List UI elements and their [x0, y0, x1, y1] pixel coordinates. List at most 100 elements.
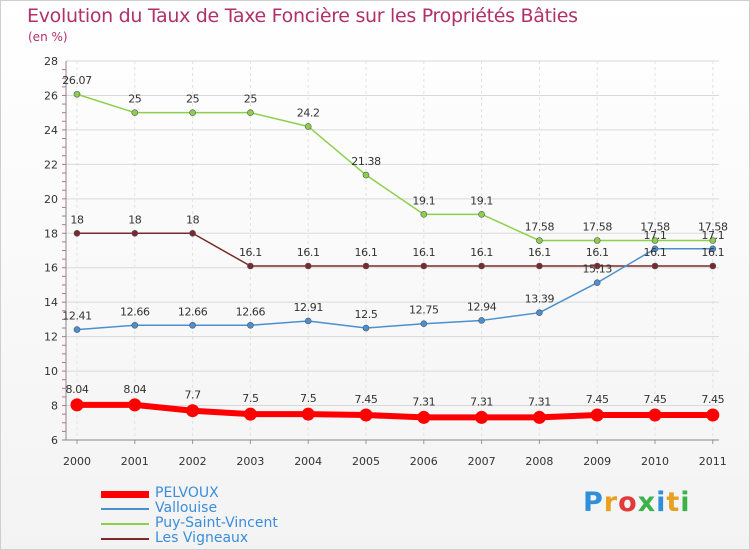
y-tick-label: 24 — [44, 124, 58, 137]
data-label-puy-saint-vincent: 17.58 — [640, 221, 670, 234]
x-tick-label: 2001 — [121, 455, 149, 468]
data-label-les-vigneaux: 16.1 — [586, 246, 609, 259]
data-point-pelvoux — [706, 408, 720, 422]
data-point-puy-saint-vincent — [420, 211, 428, 218]
data-point-puy-saint-vincent — [593, 237, 601, 244]
data-point-pelvoux — [186, 404, 200, 418]
series-line-pelvoux — [74, 401, 716, 421]
data-point-vallouise — [478, 317, 485, 324]
legend-swatch-puy-saint-vincent — [101, 523, 149, 525]
data-point-les-vigneaux — [593, 262, 601, 270]
x-tick-label: 2006 — [410, 455, 438, 468]
data-point-pelvoux — [128, 398, 142, 412]
data-point-pelvoux — [648, 408, 662, 422]
x-tick-label: 2010 — [641, 455, 669, 468]
data-point-vallouise — [131, 321, 139, 329]
data-point-pelvoux — [359, 408, 373, 422]
data-label-les-vigneaux: 18 — [128, 213, 142, 226]
data-label-les-vigneaux: 16.1 — [528, 246, 551, 259]
legend-swatch-pelvoux — [101, 490, 149, 498]
data-label-puy-saint-vincent: 25 — [186, 93, 200, 106]
y-tick-label: 8 — [51, 400, 58, 413]
data-label-les-vigneaux: 16.1 — [644, 246, 667, 259]
y-tick-label: 18 — [44, 227, 58, 240]
data-label-les-vigneaux: 18 — [70, 213, 84, 226]
data-label-vallouise: 12.66 — [178, 305, 208, 318]
data-point-vallouise — [304, 317, 312, 325]
x-tick-label: 2008 — [525, 455, 553, 468]
logo-letter: r — [603, 487, 619, 518]
data-point-pelvoux — [590, 408, 604, 422]
data-point-les-vigneaux — [651, 262, 659, 270]
data-point-puy-saint-vincent — [478, 211, 485, 218]
legend-label-les-vigneaux: Les Vigneaux — [155, 530, 249, 546]
y-tick-label: 10 — [44, 365, 58, 378]
data-label-pelvoux: 7.45 — [644, 393, 667, 406]
data-label-pelvoux: 8.04 — [66, 383, 89, 396]
data-point-puy-saint-vincent — [709, 237, 717, 244]
data-label-vallouise: 17.1 — [701, 229, 724, 242]
y-tick-label: 16 — [44, 262, 58, 275]
series-line-vallouise — [76, 248, 714, 331]
data-label-puy-saint-vincent: 17.58 — [525, 221, 555, 234]
series-line-les-vigneaux — [76, 232, 714, 267]
data-point-puy-saint-vincent — [189, 109, 196, 116]
logo-letter: i — [680, 487, 691, 518]
data-point-pelvoux — [243, 407, 257, 421]
data-label-les-vigneaux: 16.1 — [412, 246, 435, 259]
data-point-les-vigneaux — [304, 262, 312, 270]
data-point-pelvoux — [70, 398, 84, 412]
y-tick-label: 26 — [44, 89, 58, 102]
x-tick-label: 2002 — [179, 455, 207, 468]
data-point-pelvoux — [475, 410, 489, 424]
data-point-vallouise — [709, 245, 717, 253]
y-tick-label: 14 — [44, 296, 58, 309]
x-tick-label: 2004 — [294, 455, 322, 468]
data-point-pelvoux — [417, 410, 431, 424]
y-tick-label: 22 — [44, 158, 58, 171]
data-label-les-vigneaux: 16.1 — [355, 246, 378, 259]
data-label-vallouise: 12.94 — [467, 300, 497, 313]
data-label-puy-saint-vincent: 25 — [128, 93, 142, 106]
data-point-puy-saint-vincent — [131, 109, 139, 116]
data-label-vallouise: 17.1 — [644, 229, 667, 242]
logo-letter: P — [583, 487, 604, 518]
data-point-puy-saint-vincent — [651, 237, 659, 244]
x-tick-label: 2005 — [352, 455, 380, 468]
data-label-puy-saint-vincent: 26.07 — [62, 74, 92, 87]
data-point-les-vigneaux — [362, 262, 370, 270]
data-point-les-vigneaux — [131, 229, 139, 237]
data-label-vallouise: 12.75 — [409, 304, 439, 317]
data-label-vallouise: 12.41 — [62, 310, 92, 323]
legend-swatch-les-vigneaux — [101, 538, 149, 540]
proxiti-logo: Proxiti — [583, 487, 691, 518]
data-point-puy-saint-vincent — [362, 171, 370, 179]
data-label-pelvoux: 7.45 — [701, 393, 724, 406]
data-point-vallouise — [651, 245, 659, 253]
legend-swatch-vallouise — [101, 508, 149, 510]
chart-title: Evolution du Taux de Taxe Foncière sur l… — [27, 5, 578, 27]
y-tick-label: 20 — [44, 193, 58, 206]
data-point-vallouise — [420, 320, 428, 328]
data-point-pelvoux — [532, 410, 546, 424]
data-point-les-vigneaux — [189, 229, 196, 237]
x-tick-label: 2003 — [236, 455, 264, 468]
data-point-les-vigneaux — [247, 262, 254, 270]
logo-letter: t — [666, 487, 681, 518]
chart-unit-label: (en %) — [28, 30, 68, 44]
logo-letter: x — [637, 487, 657, 518]
data-point-vallouise — [73, 326, 81, 333]
logo-letter: o — [618, 487, 638, 518]
x-tick-label: 2011 — [699, 455, 727, 468]
data-label-vallouise: 15.13 — [582, 263, 612, 276]
data-point-puy-saint-vincent — [304, 123, 312, 130]
data-label-pelvoux: 7.31 — [528, 395, 551, 408]
data-label-les-vigneaux: 16.1 — [297, 246, 320, 259]
data-label-pelvoux: 7.45 — [355, 393, 378, 406]
legend-label-puy-saint-vincent: Puy-Saint-Vincent — [155, 515, 278, 531]
data-point-vallouise — [536, 309, 543, 316]
data-label-vallouise: 12.66 — [120, 305, 150, 318]
y-tick-label: 6 — [51, 434, 58, 447]
data-point-puy-saint-vincent — [73, 90, 81, 98]
